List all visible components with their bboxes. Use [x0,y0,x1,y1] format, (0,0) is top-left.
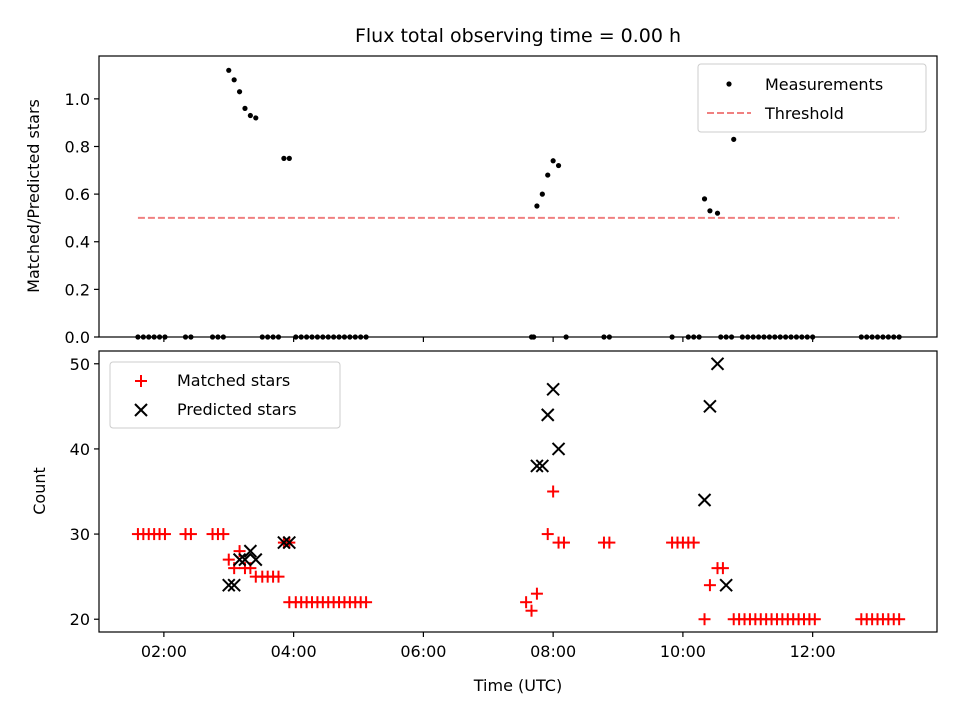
predicted-star-point [222,578,236,592]
top-x-ticks [163,337,814,342]
top-legend: Measurements Threshold [697,63,927,133]
bottom-x-ticks: 02:00 04:00 06:00 08:00 10:00 12:00 [141,632,836,661]
x-axis-label: Time (UTC) [473,676,562,695]
bot-y-tick-label: 50 [70,355,90,374]
measurement-point [555,162,562,169]
legend-threshold-label: Threshold [764,104,844,123]
predicted-star-point [710,357,725,371]
measurement-point [714,210,721,216]
top-y-tick-label: 0.4 [65,233,90,252]
top-axes-frame [98,55,938,338]
x-tick-label: 06:00 [400,642,446,661]
matched-star-point [703,579,716,592]
matched-star-point [184,528,197,541]
x-tick-label: 08:00 [530,642,576,661]
bot-y-tick-label: 40 [70,440,90,459]
matched-star-point [541,528,554,541]
matched-star-point [158,528,171,541]
matched-star-point [530,587,543,600]
top-y-tick-label: 0.2 [65,280,90,299]
legend-predicted-marker [134,403,148,417]
matched-star-point [557,536,570,549]
predicted-star-point [227,578,241,592]
predicted-star-point [697,493,712,507]
matched-star-point [603,536,616,549]
legend-matched-label: Matched stars [177,371,290,390]
legend-predicted-label: Predicted stars [177,400,297,419]
bottom-y-ticks: 20 30 40 50 [70,355,99,629]
measurement-point [707,208,713,214]
measurement-point [236,89,243,95]
predicted-star-point [232,552,247,567]
top-y-axis-label: Matched/Predicted stars [24,99,43,293]
predicted-star-point [243,544,258,558]
matched-star-point [525,604,538,617]
top-y-tick-label: 0.6 [65,185,90,204]
measurement-point [226,67,232,73]
bottom-y-axis-label: Count [30,467,49,515]
measurement-point [247,112,253,119]
measurement-point [701,196,708,202]
measurement-point [731,136,737,142]
matched-star-point [687,536,700,549]
x-tick-label: 12:00 [790,642,836,661]
matched-star-point [217,528,230,541]
bottom-legend-box [109,361,341,429]
predicted-star-point [535,459,550,473]
measurement-point [242,105,248,111]
predicted-star-point [703,399,717,414]
top-legend-box [697,63,927,133]
matched-star-point [222,553,235,566]
bot-y-tick-label: 20 [70,610,90,629]
top-y-tick-label: 1.0 [65,90,90,109]
measurement-point [281,155,287,161]
top-y-ticks: 0.0 0.2 0.4 0.6 0.8 1.0 [65,90,99,347]
chart-title: Flux total observing time = 0.00 h [355,25,681,47]
top-y-tick-label: 0.0 [65,328,90,347]
legend-matched-marker [135,375,147,387]
measurement-point [539,191,545,197]
top-y-tick-label: 0.8 [65,137,90,156]
matched-star-point [272,570,285,583]
predicted-star-point [530,459,544,473]
bot-y-tick-label: 30 [70,525,90,544]
top-panel: 0.0 0.2 0.4 0.6 0.8 1.0 Matched/Predicted sta… [24,55,938,347]
predicted-star-point [551,442,566,456]
predicted-star-point [238,552,252,567]
predicted-star-point [541,408,555,422]
matched-star-point [716,562,729,575]
measurement-point [231,77,237,83]
measurement-point [253,115,259,121]
matched-star-point [808,613,821,626]
predicted-star-point [546,382,560,397]
x-tick-label: 10:00 [660,642,706,661]
matched-star-point [893,613,906,626]
measurement-point [534,203,540,209]
measurement-point [286,155,292,161]
bottom-legend: Matched stars Predicted stars [109,361,341,429]
count-markers [131,357,906,626]
x-tick-label: 04:00 [271,642,317,661]
measurement-point [550,158,556,164]
bottom-axes-frame [98,350,938,633]
legend-measurements-label: Measurements [765,75,883,94]
predicted-star-point [277,535,291,550]
predicted-star-point [719,578,733,592]
matched-star-point [360,596,373,609]
legend-measurements-marker [726,81,732,87]
matched-star-point [698,613,711,626]
predicted-star-point [282,535,297,550]
matched-star-point [520,596,533,609]
matched-star-point [547,485,560,498]
x-tick-label: 02:00 [141,642,187,661]
predicted-star-point [249,552,263,567]
measurement-point [545,172,551,178]
